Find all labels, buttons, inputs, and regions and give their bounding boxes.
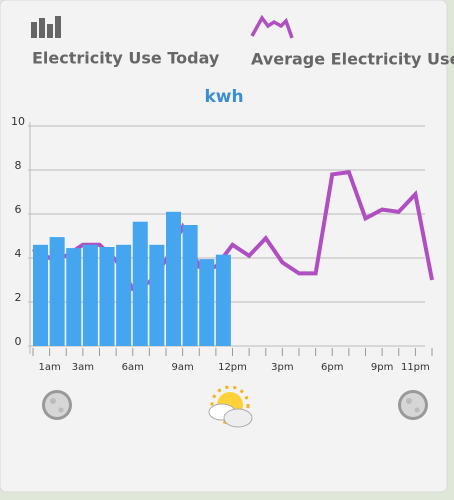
y-tick-label: 6 bbox=[15, 203, 22, 216]
card bbox=[0, 0, 448, 493]
bar bbox=[33, 244, 49, 346]
legend-line: Average Electricity Use bbox=[251, 50, 454, 69]
moon-icon bbox=[398, 390, 428, 420]
x-tick-label: 1am bbox=[39, 362, 61, 373]
line-icon bbox=[250, 14, 294, 39]
y-tick-label: 4 bbox=[15, 247, 22, 260]
chart-title: kwh bbox=[204, 87, 243, 107]
bar-icon bbox=[31, 16, 61, 38]
x-tick-label: 9am bbox=[172, 362, 194, 373]
x-tick-label: 6am bbox=[122, 362, 144, 373]
sun-cloud-icon bbox=[208, 385, 253, 428]
bar bbox=[99, 247, 115, 346]
x-tick-label: 9pm bbox=[371, 362, 393, 373]
y-tick-label: 10 bbox=[11, 115, 25, 128]
bar bbox=[132, 221, 148, 346]
bar bbox=[182, 225, 198, 346]
x-tick-label: 12pm bbox=[218, 362, 247, 373]
bar bbox=[82, 244, 98, 346]
y-tick-label: 0 bbox=[15, 335, 22, 348]
legend-bar: Electricity Use Today bbox=[32, 49, 220, 68]
bar bbox=[149, 244, 165, 346]
moon-icon bbox=[42, 390, 72, 420]
bar bbox=[116, 244, 132, 346]
x-tick-label: 3pm bbox=[271, 362, 293, 373]
x-tick-label: 11pm bbox=[401, 362, 430, 373]
bar bbox=[49, 237, 65, 346]
x-tick-label: 6pm bbox=[321, 362, 343, 373]
bar bbox=[166, 211, 182, 346]
y-tick-label: 2 bbox=[15, 291, 22, 304]
bar bbox=[215, 254, 231, 346]
line bbox=[32, 170, 434, 292]
bar bbox=[66, 248, 82, 346]
x-tick-label: 3am bbox=[72, 362, 94, 373]
y-tick-label: 8 bbox=[15, 159, 22, 172]
bar bbox=[199, 259, 215, 346]
